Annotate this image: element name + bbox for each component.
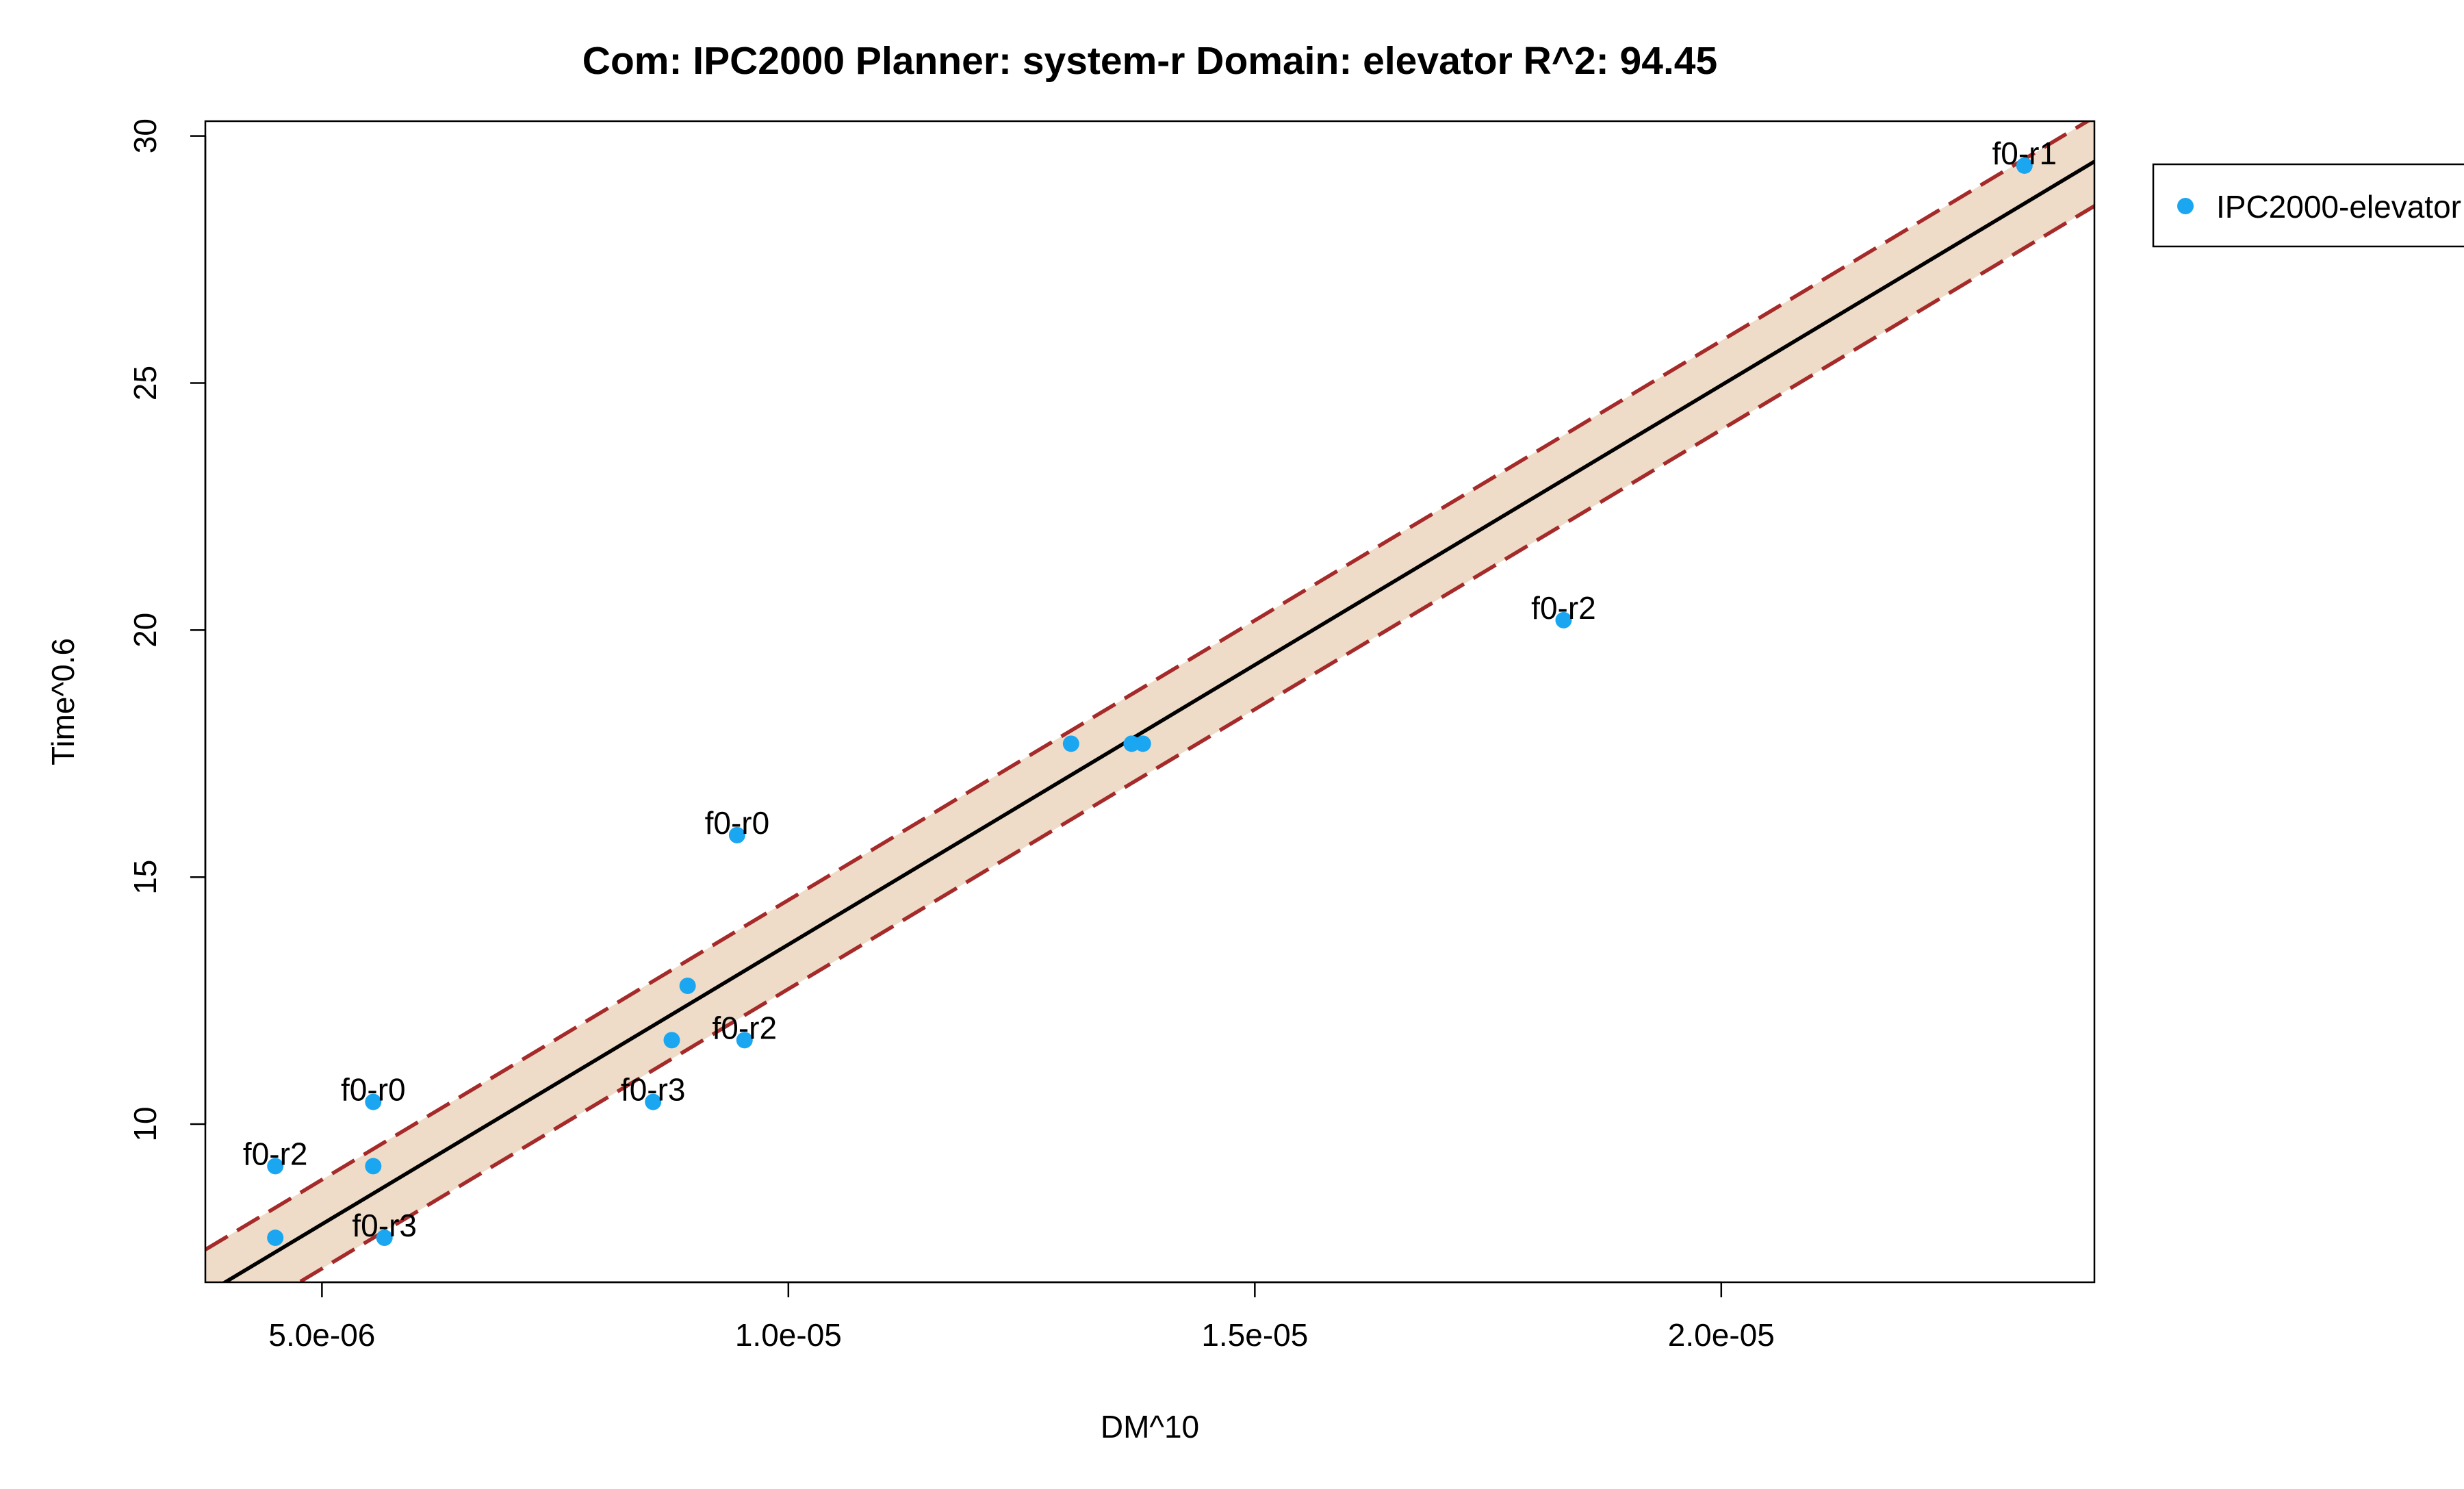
data-point-label: f0-r2 xyxy=(712,1010,777,1045)
x-tick-label: 1.5e-05 xyxy=(1201,1317,1308,1353)
data-point xyxy=(663,1032,680,1049)
regression-line xyxy=(221,160,2094,1282)
y-axis-label: Time^0.6 xyxy=(45,638,81,765)
x-tick-label: 5.0e-06 xyxy=(268,1317,375,1353)
x-axis-label: DM^10 xyxy=(1101,1409,1199,1445)
y-tick-label: 30 xyxy=(127,118,163,153)
x-tick-label: 2.0e-05 xyxy=(1668,1317,1775,1353)
plot-area: f0-r2 f0-r0 f0-r3 f0-r3 f0-r0 f0-r2 f0-r2 f0-r1 xyxy=(205,121,2094,1282)
data-point-label: f0-r3 xyxy=(621,1072,686,1108)
lower-confidence-line xyxy=(295,204,2094,1282)
data-point xyxy=(736,1032,753,1049)
data-point xyxy=(1134,735,1151,752)
legend-entry: IPC2000-elevator xyxy=(2216,189,2461,225)
x-axis: 5.0e-06 1.0e-05 1.5e-05 2.0e-05 xyxy=(268,1281,1775,1353)
data-point xyxy=(267,1158,284,1175)
data-point xyxy=(376,1230,393,1247)
data-point xyxy=(365,1158,382,1175)
data-point-label: f0-r2 xyxy=(1531,590,1596,626)
legend-box xyxy=(2152,163,2464,248)
data-point xyxy=(267,1230,284,1247)
data-point xyxy=(2016,157,2033,174)
y-tick-label: 15 xyxy=(127,860,163,895)
data-point-label: f0-r0 xyxy=(341,1072,406,1108)
data-points xyxy=(267,157,2033,1247)
chart-title: Com: IPC2000 Planner: system-r Domain: e… xyxy=(582,39,1717,83)
y-tick-label: 25 xyxy=(127,366,163,400)
data-point xyxy=(365,1093,382,1110)
data-point-label: f0-r0 xyxy=(705,805,770,841)
confidence-band xyxy=(205,121,2094,1282)
x-tick-label: 1.0e-05 xyxy=(735,1317,842,1353)
legend: IPC2000-elevator xyxy=(2152,163,2464,248)
data-point-labels: f0-r2 f0-r0 f0-r3 f0-r3 f0-r0 f0-r2 f0-r2 f0-r1 xyxy=(243,136,2057,1243)
data-point xyxy=(679,977,696,994)
data-point-label: f0-r2 xyxy=(243,1136,308,1171)
data-point xyxy=(728,826,745,843)
y-tick-label: 20 xyxy=(127,613,163,648)
legend-marker xyxy=(2177,198,2194,214)
data-point xyxy=(1555,611,1572,628)
data-point-label: f0-r3 xyxy=(352,1208,417,1243)
y-axis: 10 15 20 25 30 xyxy=(127,118,207,1142)
data-point xyxy=(1062,735,1079,752)
y-tick-label: 10 xyxy=(127,1106,163,1141)
upper-confidence-line xyxy=(205,121,2092,1251)
data-point xyxy=(645,1093,662,1110)
data-point-label: f0-r1 xyxy=(1992,136,2057,171)
